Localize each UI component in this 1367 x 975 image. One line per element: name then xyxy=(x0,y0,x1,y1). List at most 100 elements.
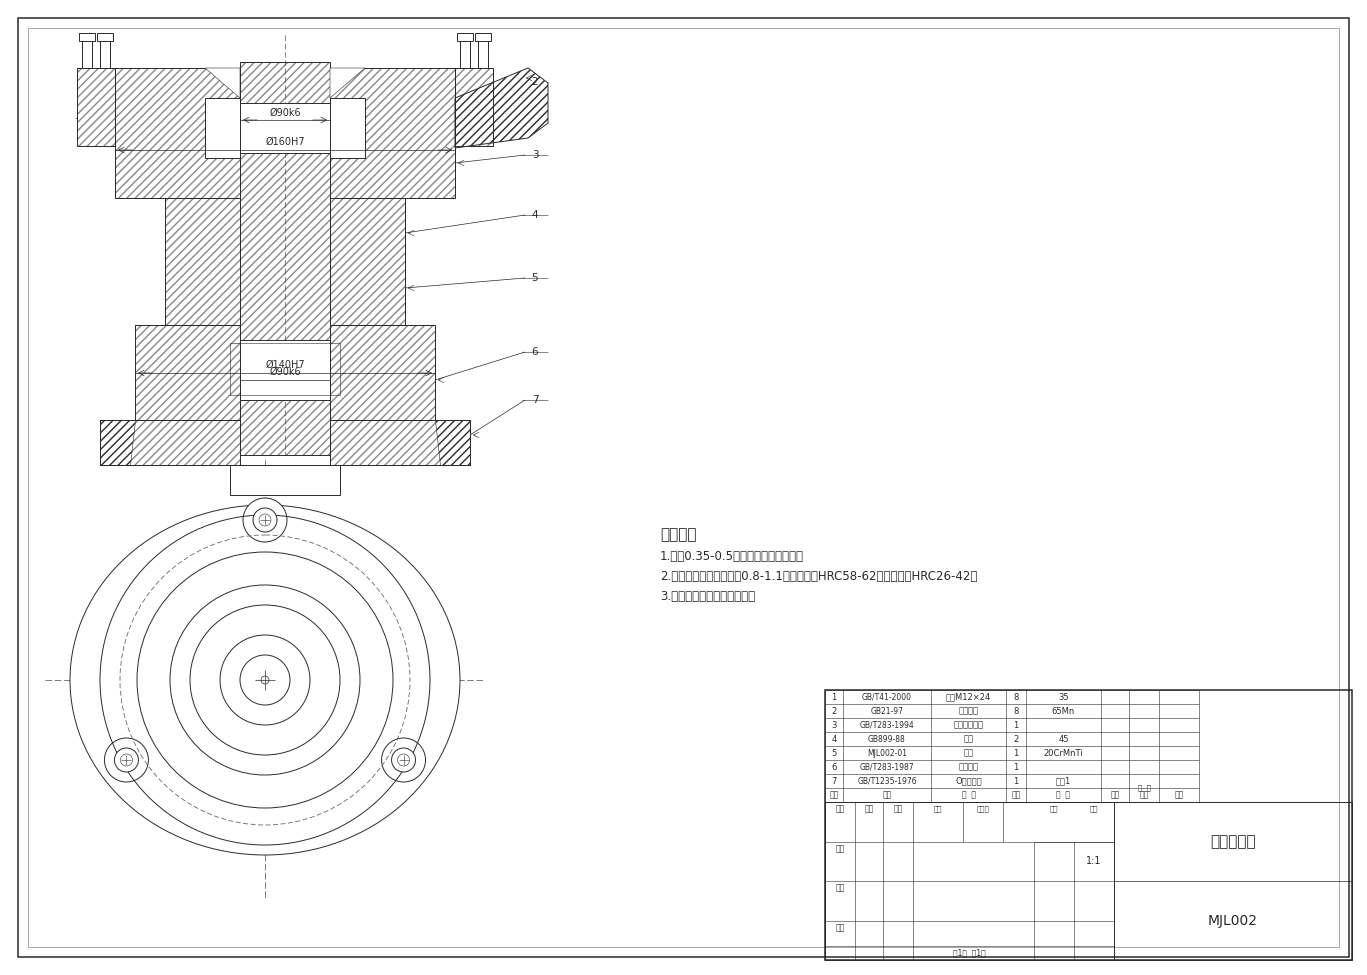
Bar xyxy=(329,325,435,420)
Circle shape xyxy=(220,635,310,725)
Text: 圆柱滚子轴承: 圆柱滚子轴承 xyxy=(954,721,983,729)
Text: 1: 1 xyxy=(1013,776,1018,786)
Text: GB/T41-2000: GB/T41-2000 xyxy=(863,692,912,701)
Circle shape xyxy=(104,738,149,782)
Text: 20CrMnTi: 20CrMnTi xyxy=(1043,749,1083,758)
Text: 分区: 分区 xyxy=(894,804,902,813)
Text: 4: 4 xyxy=(831,734,837,744)
Text: 序号: 序号 xyxy=(830,791,838,799)
Circle shape xyxy=(381,738,425,782)
Text: GB899-88: GB899-88 xyxy=(868,734,906,744)
Text: 比例: 比例 xyxy=(1089,805,1098,812)
Text: 35: 35 xyxy=(1058,692,1069,701)
Text: 处数: 处数 xyxy=(864,804,874,813)
Bar xyxy=(77,68,115,146)
Text: 2: 2 xyxy=(831,707,837,716)
Text: 备注: 备注 xyxy=(1174,791,1184,799)
Bar xyxy=(241,62,329,455)
Text: 45: 45 xyxy=(1058,734,1069,744)
Text: 65Mn: 65Mn xyxy=(1051,707,1074,716)
Text: 年月日: 年月日 xyxy=(976,805,990,812)
Text: 数量: 数量 xyxy=(1012,791,1021,799)
Bar xyxy=(97,33,113,41)
Text: 1: 1 xyxy=(831,692,837,701)
Bar xyxy=(100,420,241,465)
Bar xyxy=(461,38,470,68)
Text: 5: 5 xyxy=(831,749,837,758)
Text: 6: 6 xyxy=(831,762,837,771)
Circle shape xyxy=(170,585,360,775)
Text: 重量: 重量 xyxy=(1050,805,1058,812)
Text: 8: 8 xyxy=(1013,707,1018,716)
Text: 6: 6 xyxy=(532,347,539,357)
Bar xyxy=(457,33,473,41)
Text: 5: 5 xyxy=(532,273,539,283)
Text: 滚动轴承: 滚动轴承 xyxy=(958,762,979,771)
Bar xyxy=(77,68,115,146)
Bar xyxy=(115,68,241,198)
Bar xyxy=(79,33,94,41)
Bar xyxy=(329,325,435,420)
Bar xyxy=(241,340,329,400)
Text: 1: 1 xyxy=(1013,749,1018,758)
Text: MJL002-01: MJL002-01 xyxy=(867,749,906,758)
Text: 签名: 签名 xyxy=(934,805,942,812)
Bar xyxy=(455,68,493,146)
Text: 单件: 单件 xyxy=(1110,791,1120,799)
Text: 总计: 总计 xyxy=(1139,791,1148,799)
Bar xyxy=(115,68,241,198)
Text: Ø90k6: Ø90k6 xyxy=(269,367,301,377)
Text: GB/T283-1987: GB/T283-1987 xyxy=(860,762,915,771)
Polygon shape xyxy=(455,68,548,148)
Text: MJL002: MJL002 xyxy=(1208,914,1258,927)
Bar xyxy=(135,325,241,420)
Text: 标记: 标记 xyxy=(835,804,845,813)
Bar xyxy=(478,38,488,68)
Text: 橡胶1: 橡胶1 xyxy=(1055,776,1072,786)
Text: 代号: 代号 xyxy=(882,791,891,799)
Bar xyxy=(329,68,455,198)
Polygon shape xyxy=(205,68,241,98)
Circle shape xyxy=(115,748,138,772)
Text: GB/T283-1994: GB/T283-1994 xyxy=(860,721,915,729)
Bar xyxy=(230,343,340,395)
Text: 设计: 设计 xyxy=(835,844,845,853)
Text: 共1页  第1页: 共1页 第1页 xyxy=(953,949,986,957)
Text: Ø90k6: Ø90k6 xyxy=(269,108,301,118)
Text: 齿轮: 齿轮 xyxy=(964,749,973,758)
Bar xyxy=(135,325,241,420)
Bar xyxy=(474,33,491,41)
Text: Ø160H7: Ø160H7 xyxy=(265,137,305,147)
Text: 2: 2 xyxy=(1013,734,1018,744)
Bar xyxy=(826,802,1352,960)
Text: 1: 1 xyxy=(1013,721,1018,729)
Polygon shape xyxy=(329,68,365,98)
Bar xyxy=(329,420,470,465)
Bar xyxy=(329,420,470,465)
Text: 名  称: 名 称 xyxy=(961,791,976,799)
Bar xyxy=(100,420,241,465)
Text: 螺栓M12×24: 螺栓M12×24 xyxy=(946,692,991,701)
Text: Ø140H7: Ø140H7 xyxy=(265,360,305,370)
Text: 1.间隙0.35-0.5，由加减调整链来保证: 1.间隙0.35-0.5，由加减调整链来保证 xyxy=(660,551,804,564)
Bar xyxy=(329,98,365,158)
Polygon shape xyxy=(100,420,135,465)
Bar xyxy=(455,68,493,146)
Text: 3: 3 xyxy=(532,150,539,160)
Bar xyxy=(329,198,405,325)
Bar xyxy=(100,38,109,68)
Bar xyxy=(230,465,340,495)
Text: 重  量: 重 量 xyxy=(1137,785,1151,792)
Bar xyxy=(241,62,329,455)
Bar xyxy=(329,198,405,325)
Bar xyxy=(826,690,1352,960)
Text: 8: 8 xyxy=(1013,692,1018,701)
Text: 1:1: 1:1 xyxy=(1087,856,1102,866)
Bar xyxy=(165,198,241,325)
Circle shape xyxy=(253,508,278,532)
Text: 4: 4 xyxy=(532,210,539,220)
Text: 一轴组件图: 一轴组件图 xyxy=(1210,834,1256,849)
Text: 3.装备灵活不得有卡死现象。: 3.装备灵活不得有卡死现象。 xyxy=(660,591,755,604)
Text: 审核: 审核 xyxy=(835,883,845,892)
Bar xyxy=(82,38,92,68)
